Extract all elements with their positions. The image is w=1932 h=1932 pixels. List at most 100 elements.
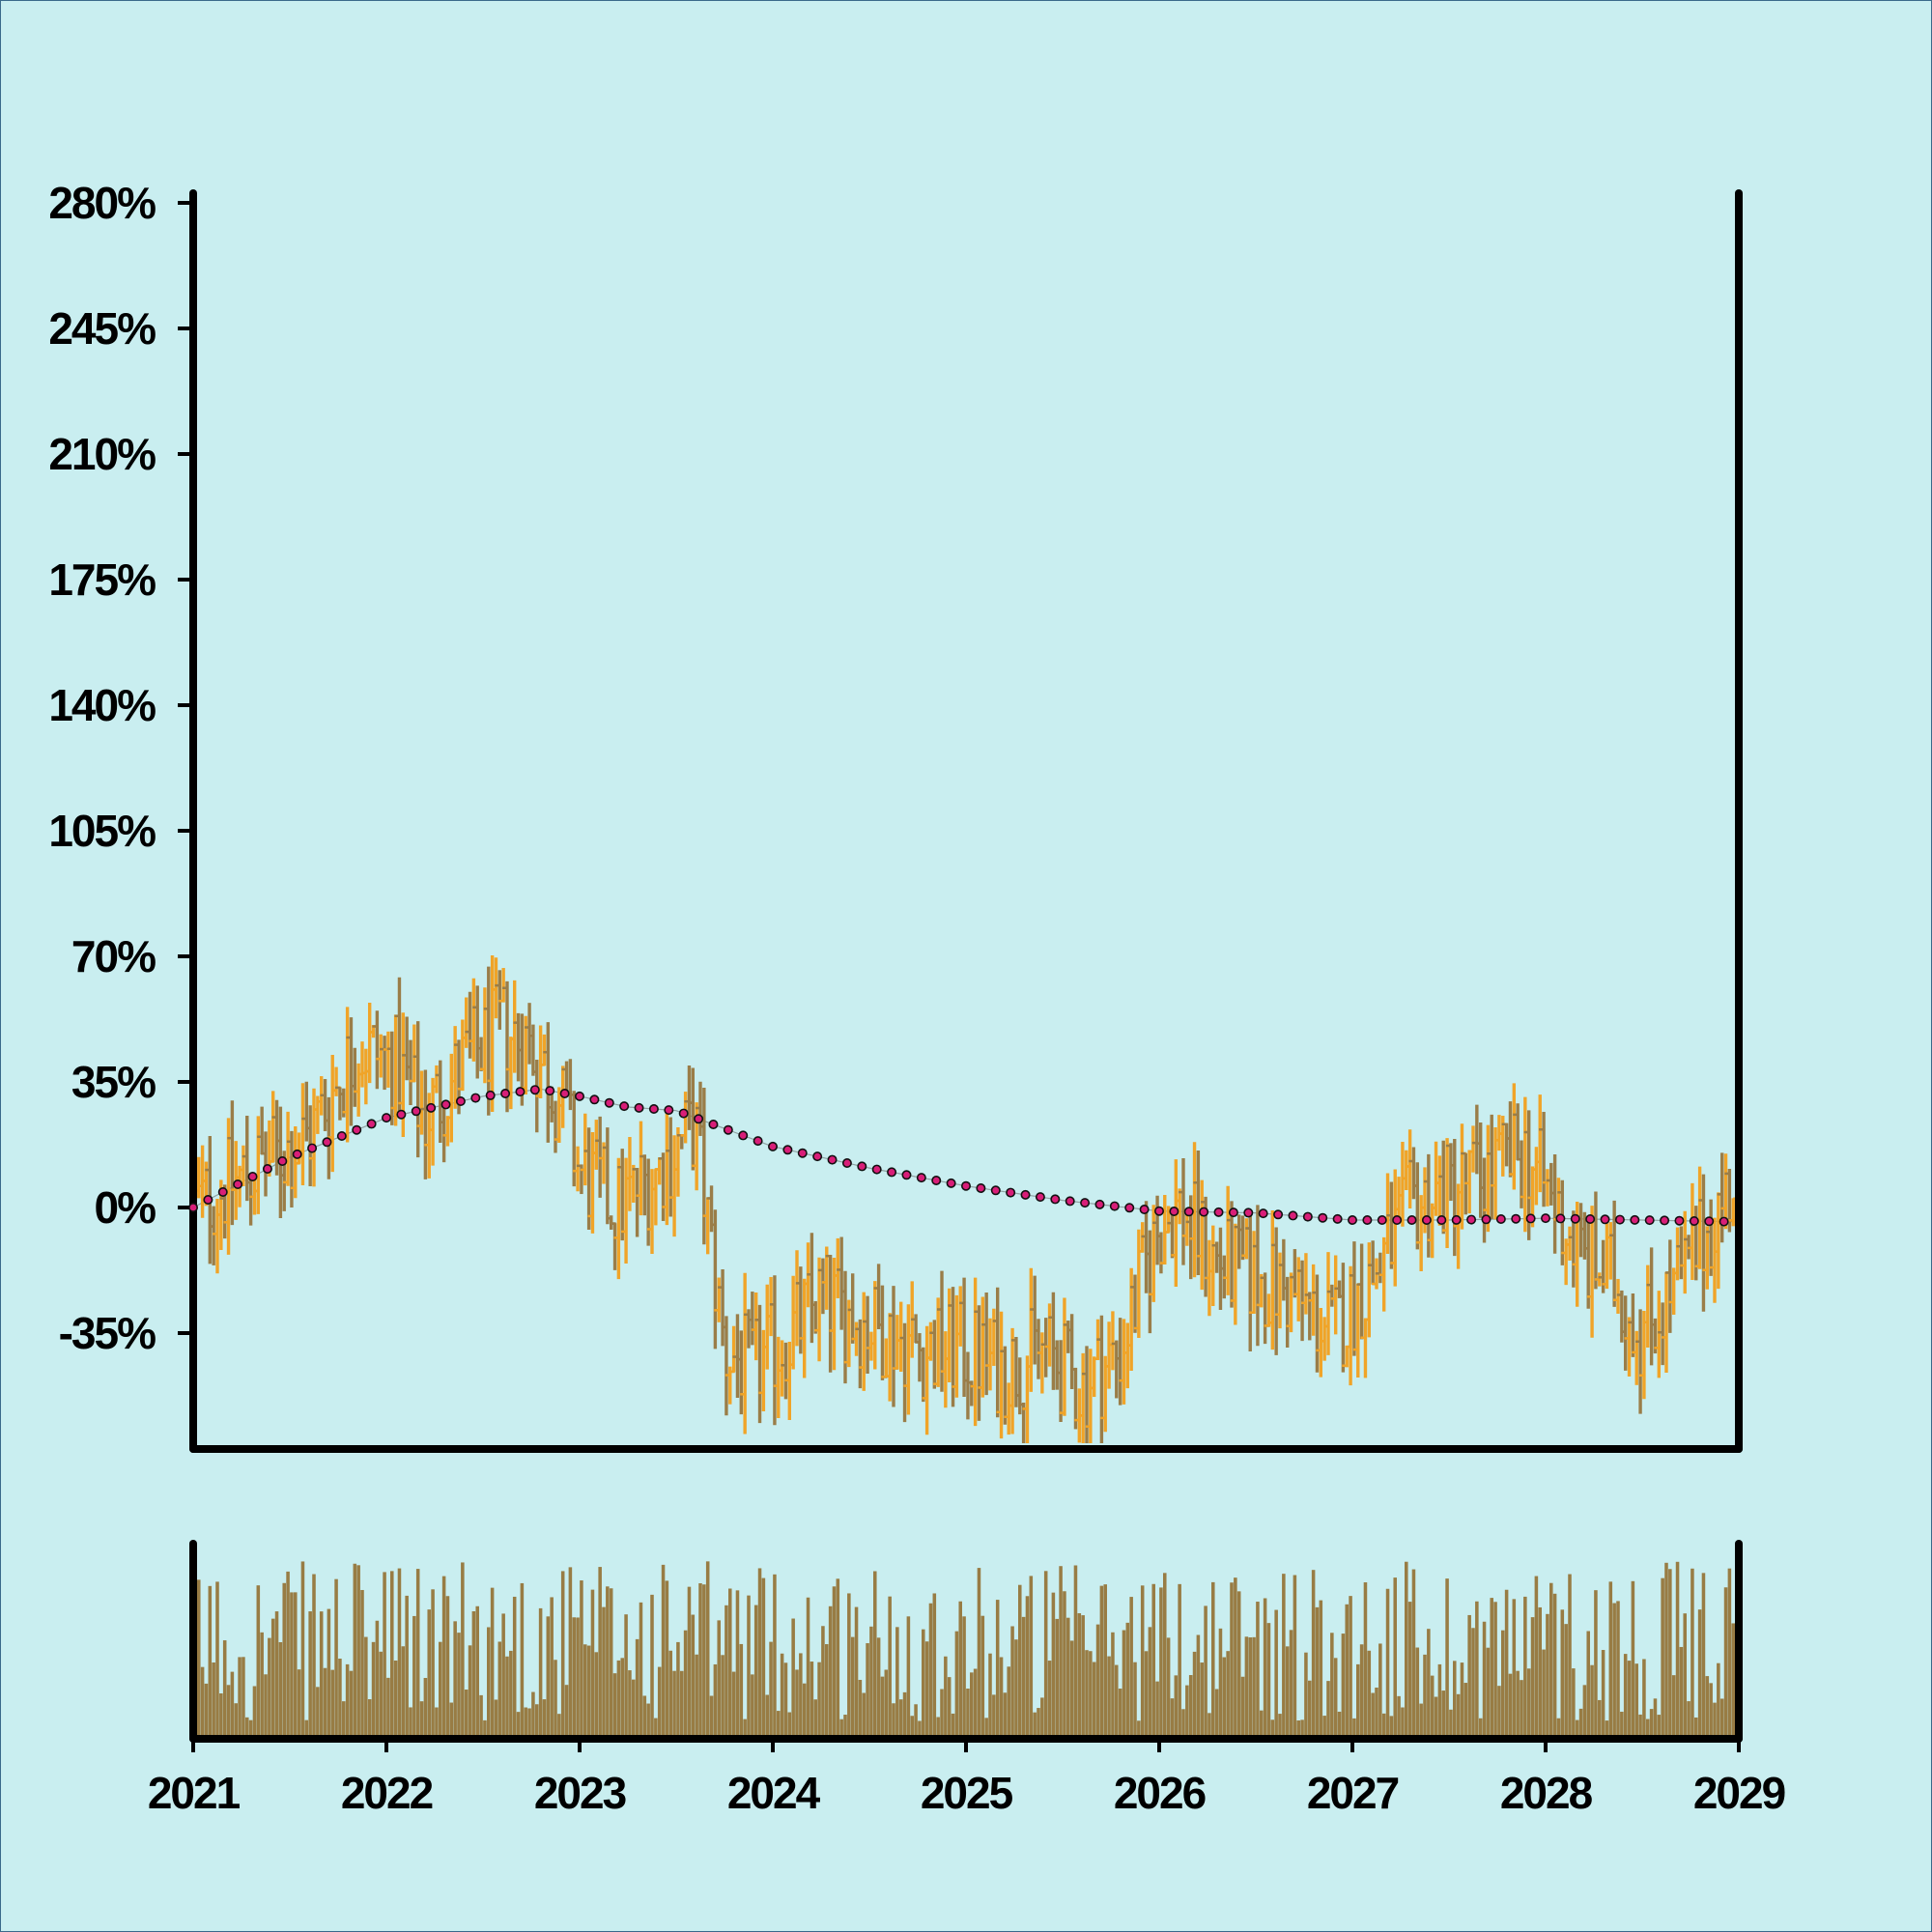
volume-bar — [1701, 1573, 1706, 1739]
trend-marker — [352, 1124, 362, 1135]
volume-bar — [1460, 1662, 1464, 1739]
volume-bar — [1486, 1647, 1491, 1739]
volume-bar — [554, 1660, 557, 1739]
volume-bar — [505, 1656, 509, 1739]
volume-bar — [999, 1657, 1004, 1739]
volume-bar — [282, 1582, 286, 1739]
trend-marker — [574, 1091, 584, 1101]
volume-bar — [441, 1576, 446, 1739]
trend-marker — [664, 1105, 674, 1116]
volume-bar — [1129, 1597, 1133, 1739]
trend-marker — [1288, 1210, 1298, 1221]
volume-bar — [580, 1580, 583, 1739]
volume-bar — [1616, 1601, 1620, 1739]
volume-bar — [1333, 1658, 1338, 1739]
volume-bar — [892, 1703, 895, 1739]
volume-bar — [200, 1666, 205, 1739]
volume-bar — [650, 1594, 654, 1739]
trend-marker — [1050, 1194, 1061, 1205]
volume-bar — [535, 1704, 539, 1739]
volume-bar — [471, 1611, 476, 1739]
volume-bar — [560, 1571, 565, 1739]
volume-bar — [487, 1627, 491, 1739]
volume-bar — [1151, 1583, 1155, 1739]
volume-bar — [1163, 1573, 1167, 1739]
volume-bar — [1204, 1605, 1208, 1739]
volume-bar — [624, 1614, 628, 1739]
volume-bar — [906, 1616, 911, 1739]
volume-bar — [966, 1689, 970, 1739]
volume-bar — [1089, 1651, 1093, 1739]
volume-bar — [1367, 1650, 1372, 1739]
volume-bar — [977, 1568, 981, 1739]
volume-bar — [620, 1658, 624, 1739]
trend-marker — [1094, 1199, 1105, 1209]
volume-bar — [628, 1670, 632, 1739]
y-tick-label: 0% — [95, 1182, 156, 1233]
volume-bar — [290, 1592, 294, 1739]
trend-marker — [1302, 1211, 1313, 1222]
trend-marker — [500, 1089, 511, 1099]
volume-bar — [910, 1716, 914, 1739]
trend-marker — [366, 1119, 377, 1129]
volume-bar — [1218, 1628, 1223, 1739]
volume-bar — [1683, 1613, 1687, 1739]
volume-bar — [197, 1579, 201, 1739]
trend-marker — [1109, 1201, 1120, 1211]
volume-bar — [461, 1562, 465, 1739]
trend-marker — [916, 1173, 926, 1183]
volume-bar — [1568, 1574, 1572, 1739]
volume-bar — [349, 1670, 354, 1739]
trend-marker — [857, 1161, 867, 1172]
volume-bar — [1578, 1708, 1583, 1739]
volume-bar — [439, 1641, 442, 1739]
volume-bar — [1363, 1582, 1368, 1739]
volume-bar — [1230, 1582, 1234, 1739]
volume-bar — [680, 1670, 684, 1739]
volume-bar — [1719, 1698, 1724, 1739]
trend-marker — [1006, 1187, 1016, 1198]
volume-bar — [928, 1603, 933, 1739]
volume-bar — [401, 1646, 406, 1739]
trend-marker — [1332, 1213, 1343, 1224]
volume-bar — [866, 1643, 869, 1739]
volume-bar — [501, 1613, 505, 1739]
volume-bar — [635, 1638, 639, 1739]
volume-bar — [297, 1669, 301, 1739]
trend-marker — [1273, 1209, 1284, 1220]
trend-marker — [753, 1136, 763, 1147]
volume-bar — [1144, 1651, 1149, 1739]
volume-bar — [1166, 1637, 1171, 1739]
volume-bar — [1296, 1719, 1300, 1739]
volume-bar — [709, 1695, 714, 1739]
trend-marker — [396, 1109, 407, 1120]
volume-bar — [1137, 1720, 1141, 1739]
volume-bar — [970, 1672, 974, 1739]
volume-bar — [386, 1677, 390, 1739]
volume-bar — [1293, 1575, 1297, 1739]
volume-bar — [668, 1650, 672, 1739]
volume-bar — [338, 1659, 342, 1739]
volume-bar — [1649, 1709, 1654, 1739]
volume-bar — [1727, 1568, 1732, 1739]
volume-bar — [1341, 1634, 1346, 1739]
volume-bar — [728, 1588, 732, 1739]
volume-bar — [353, 1563, 357, 1739]
volume-bar — [876, 1637, 881, 1739]
volume-bar — [1304, 1652, 1308, 1739]
volume-bar — [367, 1699, 372, 1739]
volume-bar — [1107, 1656, 1111, 1739]
volume-bar — [791, 1618, 795, 1739]
volume-bar — [884, 1669, 889, 1739]
x-tick-label: 2022 — [341, 1768, 433, 1818]
volume-bar — [1226, 1651, 1230, 1739]
volume-bar — [944, 1656, 948, 1739]
volume-bar — [1033, 1712, 1037, 1739]
volume-bar — [1501, 1630, 1505, 1739]
volume-bar — [661, 1564, 666, 1739]
volume-bar — [576, 1617, 580, 1739]
trend-marker — [470, 1093, 481, 1103]
volume-bar — [1471, 1628, 1475, 1739]
volume-bar — [646, 1703, 650, 1739]
volume-bar — [1586, 1631, 1590, 1739]
